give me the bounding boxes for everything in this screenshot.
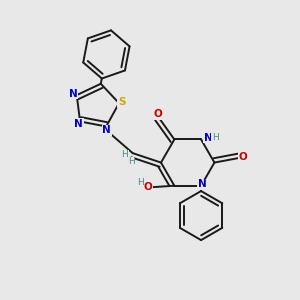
Text: S: S bbox=[118, 97, 125, 107]
Text: O: O bbox=[144, 182, 153, 192]
Text: H: H bbox=[128, 158, 134, 166]
Text: H: H bbox=[212, 133, 219, 142]
Text: N: N bbox=[102, 125, 111, 135]
Text: H: H bbox=[122, 150, 128, 159]
Text: N: N bbox=[74, 119, 83, 129]
Text: N: N bbox=[69, 88, 77, 98]
Text: O: O bbox=[153, 109, 162, 119]
Text: N: N bbox=[204, 133, 212, 142]
Text: N: N bbox=[198, 179, 207, 190]
Text: O: O bbox=[239, 152, 248, 162]
Text: H: H bbox=[137, 178, 144, 187]
